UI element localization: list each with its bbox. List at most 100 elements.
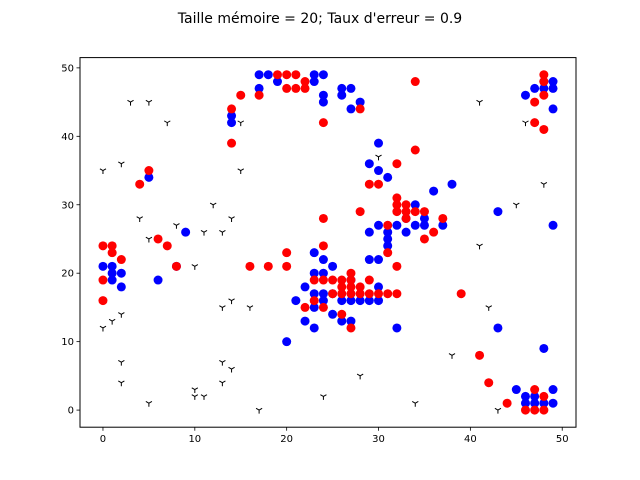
data-point-marker bbox=[219, 229, 226, 236]
data-point bbox=[116, 255, 126, 265]
data-point bbox=[337, 83, 347, 93]
data-point-marker bbox=[145, 236, 153, 243]
data-point bbox=[548, 104, 558, 114]
data-point bbox=[539, 70, 549, 80]
data-point bbox=[539, 83, 549, 93]
data-point bbox=[383, 248, 393, 258]
data-point bbox=[263, 261, 273, 271]
data-point bbox=[383, 234, 393, 244]
data-point bbox=[401, 213, 411, 223]
data-point bbox=[493, 207, 503, 217]
data-point bbox=[539, 77, 549, 87]
data-point bbox=[254, 83, 264, 93]
data-point bbox=[309, 70, 319, 80]
data-point-marker bbox=[255, 407, 263, 414]
data-point bbox=[272, 77, 282, 87]
data-point bbox=[392, 289, 402, 299]
data-point bbox=[116, 282, 126, 292]
x-tick-label: 20 bbox=[280, 434, 293, 445]
data-point bbox=[291, 70, 301, 80]
data-point-marker bbox=[228, 366, 235, 373]
data-point bbox=[318, 255, 328, 265]
data-point bbox=[392, 220, 402, 230]
data-point-marker bbox=[118, 380, 125, 387]
data-point bbox=[318, 241, 328, 251]
data-point bbox=[410, 220, 420, 230]
data-point bbox=[530, 405, 540, 415]
data-point bbox=[318, 302, 328, 312]
data-point bbox=[318, 275, 328, 285]
data-point bbox=[346, 296, 356, 306]
data-point-marker bbox=[209, 202, 217, 209]
data-point bbox=[291, 83, 301, 93]
data-point bbox=[374, 296, 384, 306]
data-point bbox=[162, 241, 172, 251]
chart-title: Taille mémoire = 20; Taux d'erreur = 0.9 bbox=[177, 11, 462, 27]
data-point bbox=[392, 261, 402, 271]
data-point bbox=[328, 261, 338, 271]
data-point-marker bbox=[191, 387, 199, 394]
data-point bbox=[291, 296, 301, 306]
data-point bbox=[263, 70, 273, 80]
data-point bbox=[410, 145, 420, 155]
data-point bbox=[539, 343, 549, 353]
data-point bbox=[383, 289, 393, 299]
data-point bbox=[392, 200, 402, 210]
data-point bbox=[364, 275, 374, 285]
data-point bbox=[98, 296, 108, 306]
data-point bbox=[318, 268, 328, 278]
data-point bbox=[346, 275, 356, 285]
data-point-marker bbox=[320, 394, 327, 400]
data-point bbox=[539, 124, 549, 134]
data-point bbox=[337, 90, 347, 100]
data-point bbox=[328, 289, 338, 299]
data-point bbox=[355, 97, 365, 107]
data-point-marker bbox=[246, 305, 254, 311]
data-point-marker bbox=[237, 168, 245, 175]
data-point bbox=[364, 255, 374, 265]
data-point bbox=[272, 70, 282, 80]
data-point-marker bbox=[145, 401, 153, 407]
data-point bbox=[383, 220, 393, 230]
data-point bbox=[107, 248, 117, 258]
data-point bbox=[374, 220, 384, 230]
data-point bbox=[364, 227, 374, 237]
data-point bbox=[116, 268, 126, 278]
data-point-marker bbox=[163, 120, 171, 127]
data-point bbox=[456, 289, 466, 299]
data-point bbox=[227, 118, 237, 128]
data-point-marker bbox=[494, 407, 502, 414]
plot-area-frame bbox=[79, 57, 577, 428]
data-point bbox=[364, 179, 374, 189]
data-point bbox=[530, 83, 540, 93]
data-point-marker bbox=[200, 394, 208, 400]
data-point bbox=[364, 289, 374, 299]
data-point-marker bbox=[485, 305, 493, 311]
data-point bbox=[429, 227, 439, 237]
data-point-marker bbox=[136, 216, 143, 222]
data-point bbox=[447, 179, 457, 189]
data-point-marker bbox=[228, 298, 235, 305]
data-point-marker bbox=[476, 99, 483, 106]
data-point bbox=[98, 261, 108, 271]
data-point bbox=[539, 391, 549, 401]
data-point bbox=[410, 77, 420, 87]
data-point bbox=[539, 398, 549, 408]
data-point bbox=[374, 255, 384, 265]
data-point bbox=[337, 316, 347, 326]
data-point bbox=[548, 77, 558, 87]
data-point bbox=[355, 207, 365, 217]
data-point bbox=[153, 234, 163, 244]
data-point bbox=[309, 302, 319, 312]
data-point bbox=[309, 77, 319, 87]
data-point bbox=[401, 207, 411, 217]
data-point bbox=[383, 172, 393, 182]
data-point bbox=[328, 309, 338, 319]
data-point bbox=[355, 296, 365, 306]
data-point bbox=[346, 316, 356, 326]
data-point bbox=[401, 200, 411, 210]
y-tick-label: 50 bbox=[61, 63, 74, 74]
data-point bbox=[410, 207, 420, 217]
data-point bbox=[484, 378, 494, 388]
data-point bbox=[539, 90, 549, 100]
